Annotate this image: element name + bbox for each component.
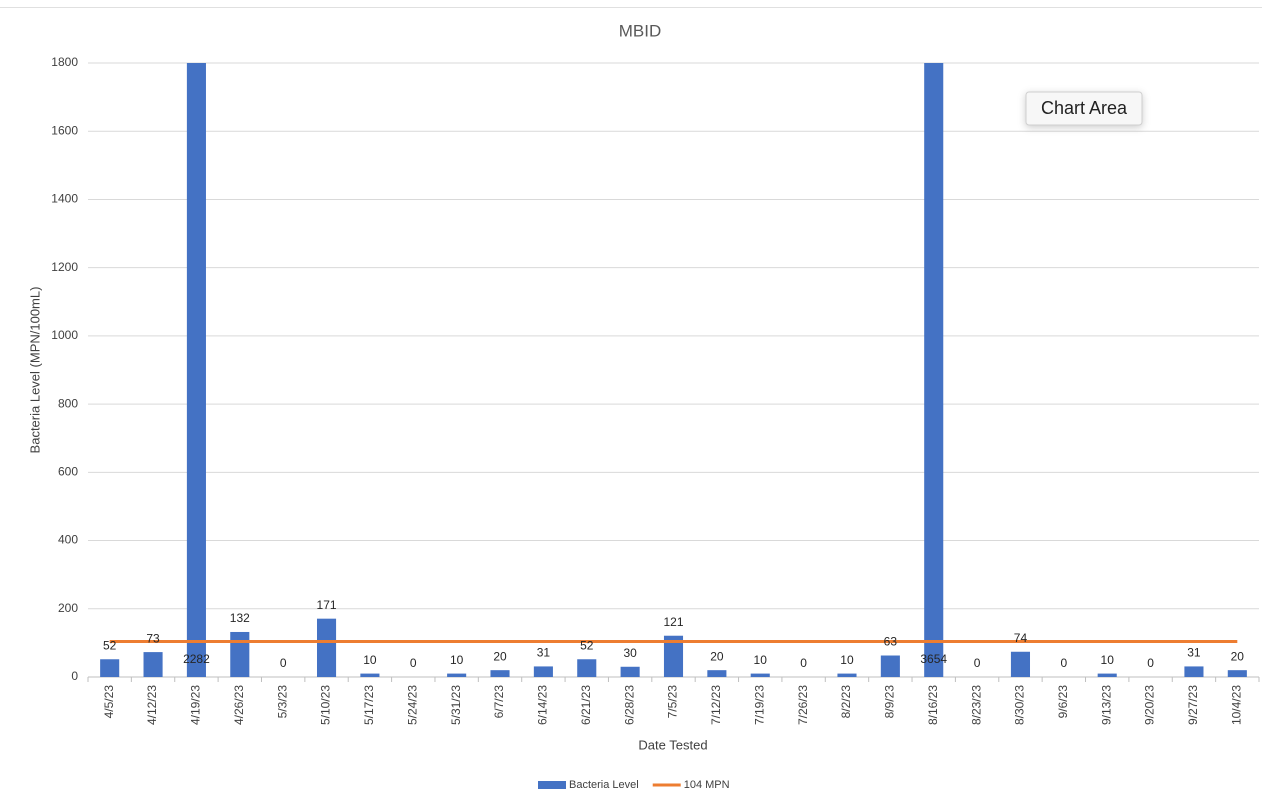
tooltip-box <box>1025 91 1143 126</box>
data-label: 0 <box>410 656 417 670</box>
bar <box>447 673 467 677</box>
y-tick-label: 1400 <box>51 192 78 206</box>
data-label: 74 <box>1014 631 1028 645</box>
data-label: 20 <box>1231 649 1245 663</box>
data-label: 10 <box>450 653 464 667</box>
y-tick-label: 1800 <box>51 55 78 69</box>
x-tick-label: 9/20/23 <box>1143 685 1157 725</box>
data-label: 132 <box>230 611 250 625</box>
data-label: 0 <box>1147 656 1154 670</box>
plot-area <box>100 63 1247 677</box>
bar <box>100 659 120 677</box>
data-label: 31 <box>537 646 551 660</box>
y-tick-label: 1200 <box>51 260 78 274</box>
data-label: 63 <box>884 635 898 649</box>
x-tick-label: 5/3/23 <box>275 685 289 719</box>
y-tick-label: 200 <box>58 601 78 615</box>
x-tick-label: 9/6/23 <box>1056 685 1070 719</box>
data-label: 52 <box>580 638 594 652</box>
y-axis-label: Bacteria Level (MPN/100mL) <box>27 287 42 454</box>
x-tick-label: 5/24/23 <box>405 685 419 725</box>
y-tick-label: 800 <box>58 396 78 410</box>
data-label: 0 <box>1060 656 1067 670</box>
data-label: 10 <box>754 653 768 667</box>
y-tick-label: 1600 <box>51 123 78 137</box>
bar <box>143 652 163 677</box>
x-tick-label: 7/26/23 <box>796 685 810 725</box>
data-label: 52 <box>103 638 117 652</box>
x-tick-label: 7/5/23 <box>666 685 680 719</box>
tooltip: Chart Area <box>1025 91 1143 126</box>
data-label: 171 <box>317 598 337 612</box>
data-label: 20 <box>710 649 724 663</box>
data-label: 73 <box>146 631 160 645</box>
bar <box>1010 651 1031 677</box>
x-tick-label: 7/12/23 <box>709 685 723 725</box>
x-tick-label: 8/9/23 <box>883 685 897 719</box>
data-label: 10 <box>1101 653 1115 667</box>
x-tick-label: 8/16/23 <box>926 685 940 725</box>
x-tick-label: 8/23/23 <box>969 685 983 725</box>
bar <box>230 631 250 677</box>
bar <box>924 63 944 677</box>
x-tick-label: 6/14/23 <box>536 685 550 725</box>
data-label: 0 <box>974 656 981 670</box>
x-tick-label: 7/19/23 <box>752 685 766 725</box>
tooltip-text: Chart Area <box>1041 98 1128 118</box>
data-label: 20 <box>493 649 507 663</box>
bar <box>707 670 727 677</box>
data-label: 121 <box>663 615 683 629</box>
x-tick-label: 5/17/23 <box>362 685 376 725</box>
bar <box>533 666 553 677</box>
x-tick-label: 10/4/23 <box>1229 685 1243 725</box>
data-label: 3654 <box>920 652 947 666</box>
x-tick-label: 4/19/23 <box>189 685 203 725</box>
bar <box>1184 666 1204 677</box>
x-tick-label: 4/5/23 <box>102 685 116 719</box>
x-tick-label: 6/28/23 <box>622 685 636 725</box>
data-label: 10 <box>363 653 377 667</box>
x-tick-label: 8/30/23 <box>1013 685 1027 725</box>
bar <box>186 63 206 677</box>
bar <box>316 618 337 677</box>
data-label: 0 <box>800 656 807 670</box>
data-label: 10 <box>840 653 854 667</box>
x-tick-label: 6/21/23 <box>579 685 593 725</box>
data-label: 30 <box>623 646 637 660</box>
y-tick-label: 1000 <box>51 328 78 342</box>
x-tick-label: 4/26/23 <box>232 685 246 725</box>
legend-label: 104 MPN <box>684 779 730 791</box>
bar <box>1097 673 1117 677</box>
data-label: 2282 <box>183 652 210 666</box>
bar <box>837 673 857 677</box>
bar <box>1227 670 1247 677</box>
bar <box>360 673 380 677</box>
y-tick-label: 600 <box>58 465 78 479</box>
legend-label: Bacteria Level <box>569 779 639 791</box>
bar <box>880 655 900 677</box>
y-tick-label: 400 <box>58 533 78 547</box>
data-label: 0 <box>280 656 287 670</box>
x-tick-label: 6/7/23 <box>492 685 506 719</box>
bar <box>490 670 510 677</box>
x-tick-label: 9/13/23 <box>1099 685 1113 725</box>
bar <box>620 666 640 677</box>
x-tick-label: 9/27/23 <box>1186 685 1200 725</box>
bar <box>663 635 684 677</box>
legend-swatch <box>538 781 566 789</box>
y-tick-label: 0 <box>71 669 78 683</box>
x-axis-label: Date Tested <box>638 737 707 752</box>
chart-title: MBID <box>619 21 662 40</box>
x-tick-label: 5/31/23 <box>449 685 463 725</box>
bar <box>750 673 770 677</box>
bar <box>577 659 597 677</box>
x-tick-label: 8/2/23 <box>839 685 853 719</box>
x-tick-label: 5/10/23 <box>319 685 333 725</box>
data-label: 31 <box>1187 646 1201 660</box>
x-tick-label: 4/12/23 <box>145 685 159 725</box>
